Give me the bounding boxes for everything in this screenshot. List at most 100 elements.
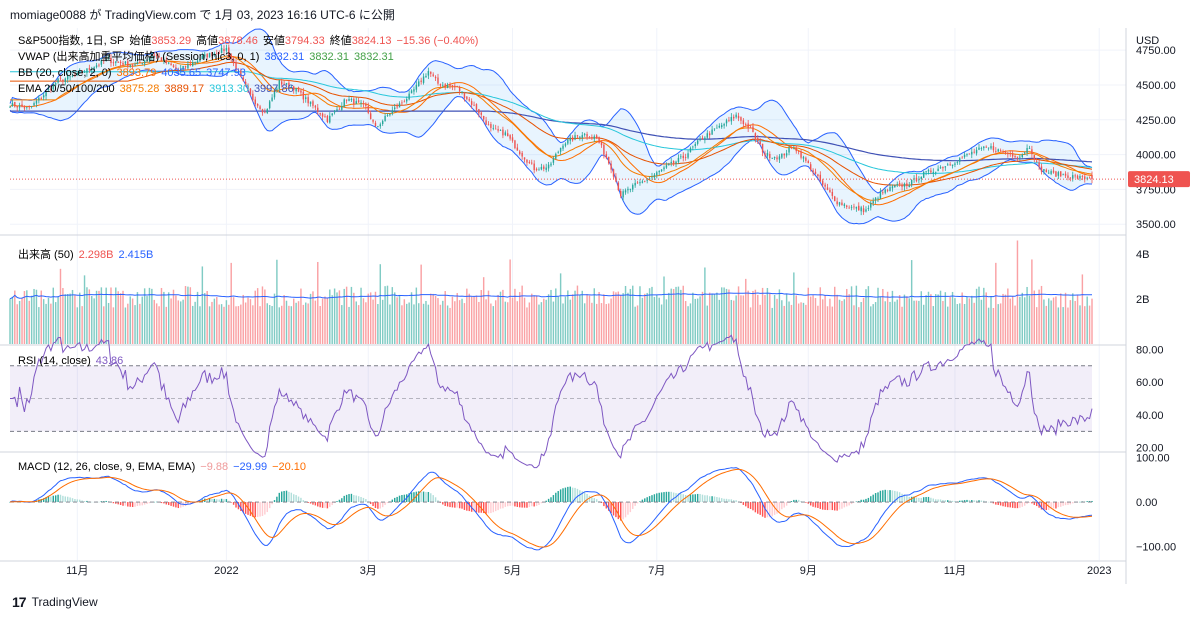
candle-body [615,176,617,182]
candle-body [975,149,978,154]
price-pane[interactable] [9,28,1126,225]
macd-histogram-bar [884,489,886,503]
macd-histogram-bar [276,496,278,503]
volume-bar [141,296,143,344]
volume-bar [891,290,894,344]
volume-bar [595,303,598,344]
candle-body [519,151,521,154]
macd-histogram-bar [793,499,795,503]
volume-bar [829,298,831,344]
candle-body [526,159,528,163]
candle-body [458,87,461,92]
candle-body [807,161,809,164]
volume-bar [903,294,906,344]
macd-histogram-bar [240,502,242,511]
volume-bar [764,295,766,344]
candle-body [83,72,86,73]
macd-histogram-bar [555,492,557,503]
macd-histogram-bar [1026,502,1028,504]
candle-body [367,106,369,113]
candle-body [357,100,360,103]
volume-bar [146,296,148,344]
macd-histogram-bar [45,497,47,503]
volume-bar [910,260,913,344]
candle-body [47,89,50,91]
chart-canvas[interactable]: 4750.00 4500.00 4250.00 4000.00 3750.00 3500.… [0,28,1200,584]
macd-histogram-bar [425,492,427,503]
candle-body [470,101,473,105]
candle-body [1028,148,1031,149]
macd-histogram-bar [672,492,675,503]
macd-histogram-bar [256,502,259,517]
volume-bar [973,302,975,344]
macd-histogram-bar [1067,502,1069,505]
macd-pane[interactable] [9,467,1093,551]
candle-body [901,184,903,187]
macd-histogram-bar [971,500,973,503]
candle-body [1043,169,1045,172]
candle-body [240,70,242,77]
macd-histogram-bar [646,497,648,503]
candles [9,44,1093,216]
candle-body [74,75,76,76]
volume-bar [733,300,735,344]
volume-bar [232,297,235,344]
volume-bar [987,307,990,344]
macd-histogram-bar [365,499,367,503]
candle-body [165,59,168,63]
macd-histogram-bar [403,494,406,503]
volume-pane[interactable] [9,240,1093,345]
macd-histogram-bar [509,502,511,506]
candle-body [891,186,894,189]
candle-body [922,171,925,178]
macd-histogram-bar [910,496,913,503]
macd-histogram-bar [1091,500,1093,503]
rsi-axis-tick: 40.00 [1136,410,1164,422]
volume-bar [244,302,247,344]
candle-body [225,48,228,51]
volume-bar [1072,293,1074,344]
volume-bar [694,298,696,344]
macd-histogram-bar [1031,502,1033,504]
macd-histogram-bar [218,499,220,503]
macd-histogram-bar [1023,502,1026,506]
macd-histogram-bar [687,495,689,503]
volume-bar [172,289,175,344]
volume-bar [557,296,559,344]
macd-histogram-bar [915,497,918,503]
volume-bar [131,298,134,344]
macd-histogram-bar [843,502,846,508]
macd-histogram-bar [456,502,458,508]
volume-bar [21,297,23,344]
candle-body [355,101,357,104]
rsi-pane[interactable] [10,334,1093,469]
volume-bar [600,303,603,344]
macd-histogram-bar [987,501,990,503]
macd-histogram-bar [1007,502,1009,508]
macd-histogram-bar [785,502,788,506]
volume-bar [817,305,819,344]
volume-bar [504,301,507,344]
macd-histogram-bar [220,498,223,503]
candle-body [115,61,117,63]
volume-bar [550,289,552,344]
volume-bar [983,287,985,344]
volume-bar [696,298,699,344]
macd-histogram-bar [160,502,163,504]
macd-histogram-bar [490,502,492,514]
candle-body [297,87,300,92]
candle-body [326,115,329,123]
candle-body [956,162,959,164]
candle-body [860,207,862,212]
macd-histogram-bar [430,493,432,503]
macd-histogram-bar [1035,502,1038,507]
volume-bar [372,299,374,344]
candle-body [52,84,54,90]
macd-histogram-bar [329,502,331,507]
candle-body [179,68,182,71]
macd-histogram-bar [824,502,826,510]
volume-bar [350,286,353,344]
volume-bar [336,292,338,344]
candle-body [129,65,131,67]
macd-histogram-bar [742,502,745,505]
